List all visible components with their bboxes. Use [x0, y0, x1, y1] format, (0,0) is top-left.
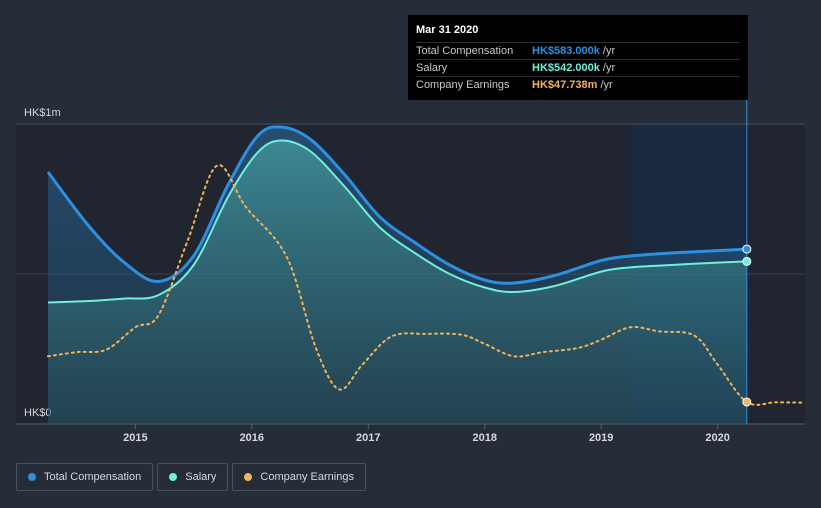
tooltip-date: Mar 31 2020 [416, 24, 479, 36]
tooltip-value: HK$47.738m [532, 79, 598, 91]
x-tick-label: 2020 [705, 432, 729, 444]
legend-dot-icon [244, 473, 253, 481]
tooltip-value: HK$583.000k [532, 45, 600, 57]
legend-label: Salary [185, 471, 217, 483]
x-tick-label: 2018 [472, 432, 496, 444]
company-earnings-line [47, 164, 806, 406]
legend-dot-icon [28, 473, 36, 481]
company-earnings-marker[interactable] [742, 397, 752, 407]
tooltip-unit: /yr [602, 45, 616, 57]
tooltip-value: HK$542.000k [532, 62, 600, 74]
tooltip-label: Salary [416, 62, 448, 74]
tooltip-row-salary: Salary HK$542.000k /yr [416, 59, 740, 76]
tooltip-label: Total Compensation [416, 45, 514, 57]
legend-item-salary[interactable]: Salary [157, 463, 229, 491]
total-compensation-marker[interactable] [742, 244, 752, 254]
tooltip-unit: /yr [602, 62, 616, 74]
total-compensation-line [46, 125, 747, 285]
x-tick-label: 2019 [589, 432, 613, 444]
tooltip-label: Company Earnings [416, 79, 510, 91]
tooltip-row-total: Total Compensation HK$583.000k /yr [416, 42, 740, 59]
tooltip: Mar 31 2020 Total Compensation HK$583.00… [408, 15, 748, 100]
legend-item-company-earnings[interactable]: Company Earnings [232, 463, 366, 491]
x-tick-label: 2017 [356, 432, 380, 444]
x-axis-ticks: 2015 2016 2017 2018 2019 2020 [123, 424, 730, 444]
salary-area [48, 140, 747, 425]
tooltip-row-earnings: Company Earnings HK$47.738m /yr [416, 76, 740, 93]
x-tick-label: 2016 [240, 432, 264, 444]
tooltip-unit: /yr [600, 79, 613, 91]
legend-item-total-compensation[interactable]: Total Compensation [16, 463, 154, 491]
legend-dot-icon [169, 473, 178, 481]
salary-marker[interactable] [742, 256, 752, 266]
y-tick-label-top: HK$1m [24, 107, 61, 119]
legend-label: Company Earnings [260, 471, 354, 483]
y-tick-label-bottom: HK$0 [24, 407, 52, 419]
x-tick-label: 2015 [123, 432, 147, 444]
legend: Total Compensation Salary Company Earnin… [16, 463, 366, 491]
legend-label: Total Compensation [44, 471, 142, 483]
